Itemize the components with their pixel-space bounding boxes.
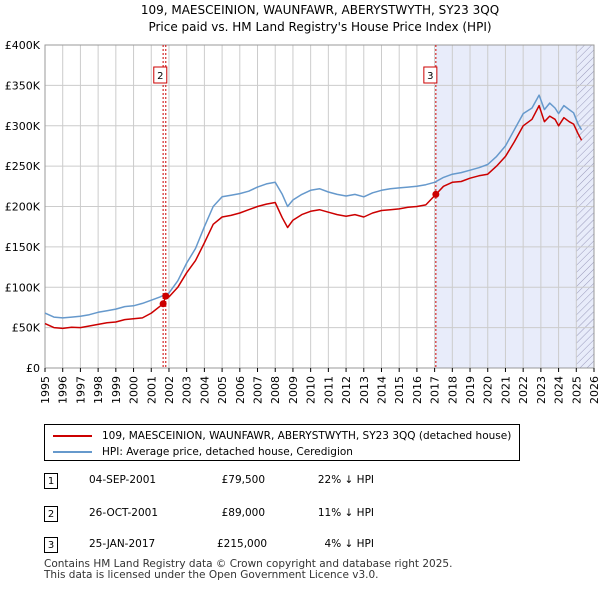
x-tick-label: 2010 xyxy=(305,376,318,404)
sale-price: £215,000 xyxy=(217,538,268,550)
chart-title-line2: Price paid vs. HM Land Registry's House … xyxy=(148,20,491,34)
legend-label-hpi: HPI: Average price, detached house, Cere… xyxy=(102,446,353,458)
plot-border xyxy=(44,44,595,369)
x-tick-label: 2000 xyxy=(128,376,141,404)
y-tick-label: £150K xyxy=(5,241,41,254)
x-tick-label: 2004 xyxy=(198,376,211,404)
sale-point xyxy=(159,300,167,308)
y-tick-label: £350K xyxy=(5,79,41,92)
sale-date: 04-SEP-2001 xyxy=(89,474,157,486)
sale-points xyxy=(159,190,440,308)
x-tick-label: 2013 xyxy=(358,376,371,404)
hpi-series-line xyxy=(44,94,583,319)
sale-marker-box xyxy=(423,66,438,84)
price-chart: 109, MAESCEINION, WAUNFAWR, ABERYSTWYTH,… xyxy=(5,3,600,404)
sale-marker-box-label: 2 xyxy=(157,71,163,82)
x-tick-label: 1998 xyxy=(92,376,105,404)
x-tick-label: 1995 xyxy=(39,376,52,404)
x-tick-label: 2023 xyxy=(535,376,548,404)
sale-marker-box xyxy=(153,66,168,84)
x-tick-label: 2015 xyxy=(393,376,406,404)
legend: 109, MAESCEINION, WAUNFAWR, ABERYSTWYTH,… xyxy=(44,424,520,461)
sale-row: 2 26-OCT-2001 £89,000 11% ↓ HPI xyxy=(44,506,444,524)
y-tick-label: £200K xyxy=(5,201,41,214)
x-tick-label: 2016 xyxy=(411,376,424,404)
sale-hpi-diff: 11% ↓ HPI xyxy=(317,507,374,519)
x-tick-label: 2022 xyxy=(517,376,530,404)
x-tick-label: 2014 xyxy=(375,376,388,404)
x-tick-label: 1997 xyxy=(74,376,87,404)
legend-swatch-price-paid xyxy=(53,435,92,437)
sale-date: 26-OCT-2001 xyxy=(89,507,158,519)
x-tick-label: 2001 xyxy=(145,376,158,404)
x-tick-label: 2002 xyxy=(163,376,176,404)
y-tick-label: £100K xyxy=(5,281,41,294)
legend-item-price-paid: 109, MAESCEINION, WAUNFAWR, ABERYSTWYTH,… xyxy=(53,428,511,444)
y-tick-label: £50K xyxy=(12,322,41,335)
chart-title-line1: 109, MAESCEINION, WAUNFAWR, ABERYSTWYTH,… xyxy=(141,3,499,17)
y-tick-label: £0 xyxy=(26,362,40,375)
x-tick-label: 2008 xyxy=(269,376,282,404)
sale-row: 3 25-JAN-2017 £215,000 4% ↓ HPI xyxy=(44,537,444,555)
sale-row: 1 04-SEP-2001 £79,500 22% ↓ HPI xyxy=(44,473,444,491)
sale-price: £79,500 xyxy=(221,474,265,486)
y-tick-label: £250K xyxy=(5,160,41,173)
x-tick-label: 2006 xyxy=(234,376,247,404)
legend-swatch-hpi xyxy=(53,451,92,453)
x-tick-label: 2012 xyxy=(340,376,353,404)
x-tick-label: 2026 xyxy=(588,376,600,404)
x-tick-label: 2019 xyxy=(464,376,477,404)
sale-hpi-diff: 4% ↓ HPI xyxy=(324,538,374,550)
x-tick-label: 1996 xyxy=(57,376,70,404)
x-tick-label: 2025 xyxy=(570,376,583,404)
sale-number-badge: 2 xyxy=(44,506,58,522)
sale-number-badge: 1 xyxy=(44,473,58,489)
sale-hpi-diff: 22% ↓ HPI xyxy=(317,474,374,486)
sale-price: £89,000 xyxy=(221,507,265,519)
x-tick-label: 2018 xyxy=(446,376,459,404)
x-axis-ticks: 1995 1996 1997 1998 1999 2000 2001 2002 2003 2004… xyxy=(39,368,600,404)
x-tick-label: 2017 xyxy=(429,376,442,404)
x-tick-label: 1999 xyxy=(110,376,123,404)
legend-item-hpi: HPI: Average price, detached house, Cere… xyxy=(53,444,353,460)
grid-lines xyxy=(44,44,595,369)
footer-attribution: Contains HM Land Registry data © Crown c… xyxy=(44,559,452,581)
x-tick-label: 2020 xyxy=(482,376,495,404)
sale-date: 25-JAN-2017 xyxy=(89,538,156,550)
y-tick-label: £300K xyxy=(5,120,41,133)
sale-marker-lines xyxy=(162,45,437,368)
x-tick-label: 2007 xyxy=(252,376,265,404)
x-tick-label: 2009 xyxy=(287,376,300,404)
sale-point xyxy=(432,190,440,198)
x-tick-label: 2024 xyxy=(553,376,566,404)
x-tick-label: 2011 xyxy=(322,376,335,404)
legend-label-price-paid: 109, MAESCEINION, WAUNFAWR, ABERYSTWYTH,… xyxy=(102,430,512,442)
footer-line1: Contains HM Land Registry data © Crown c… xyxy=(44,558,453,570)
sale-point xyxy=(162,292,170,300)
price-paid-series-line xyxy=(44,104,583,330)
x-tick-label: 2005 xyxy=(216,376,229,404)
x-tick-label: 2003 xyxy=(181,376,194,404)
x-tick-label: 2021 xyxy=(499,376,512,404)
series-lines xyxy=(44,94,583,330)
sale-marker-box-label: 3 xyxy=(427,71,433,82)
sale-number-badge: 3 xyxy=(44,537,58,553)
y-tick-label: £400K xyxy=(5,39,41,52)
footer-line2: This data is licensed under the Open Gov… xyxy=(44,569,379,581)
y-axis-ticks: £0 £50K £100K £150K £200K £250K £300K £350K £400… xyxy=(5,39,41,375)
